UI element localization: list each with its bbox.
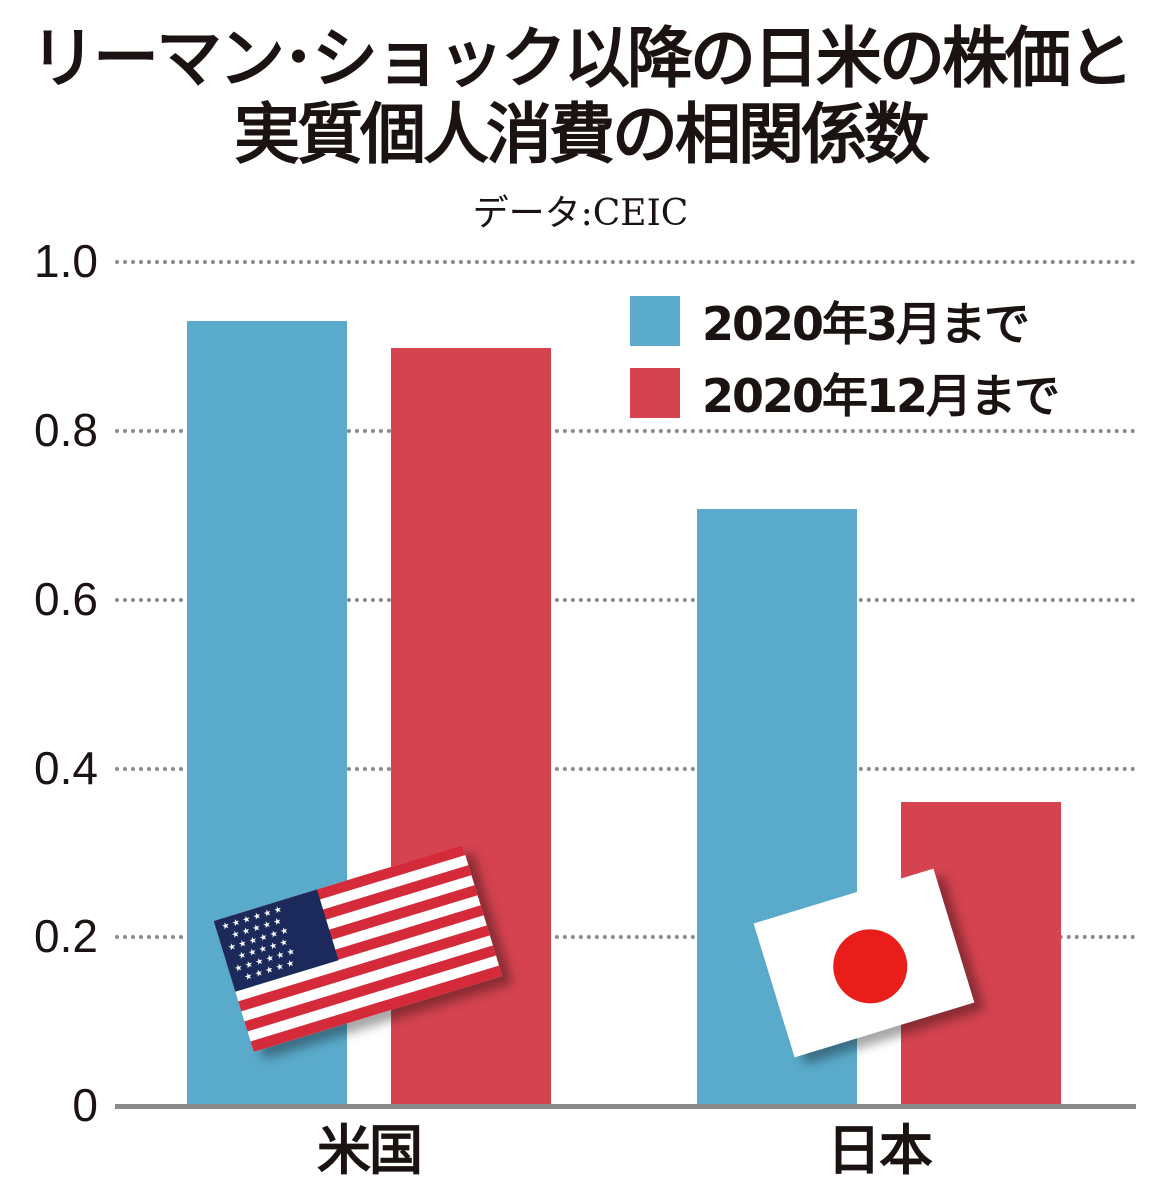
us-flag-icon: ★ ★ ★ ★ ★ ★ ★ ★ ★ ★ ★ ★ ★ ★ ★ ★ ★ ★ ★ ★ …: [213, 844, 503, 1053]
gridline: [115, 935, 1136, 939]
hinomaru-disc: [824, 920, 917, 1013]
legend: 2020年3月まで 2020年12月まで: [630, 292, 1060, 436]
gridline: [115, 598, 1136, 602]
chart-title-line-1: リーマン･ショック以降の日米の株価と: [30, 20, 1134, 97]
legend-item-march: 2020年3月まで: [630, 292, 1058, 351]
gridline: [115, 260, 1136, 264]
x-label-japan: 日本: [827, 1119, 933, 1182]
x-label-us: 米国: [317, 1119, 423, 1182]
y-tick-label: 0: [72, 1079, 98, 1131]
legend-swatch-red: [630, 368, 680, 418]
legend-label: 2020年12月まで: [702, 369, 1060, 423]
legend-swatch-blue: [630, 296, 680, 346]
y-tick-label: 0.2: [34, 910, 98, 962]
y-tick-label: 0.8: [34, 404, 98, 456]
y-tick-label: 0.4: [34, 742, 98, 794]
legend-item-december: 2020年12月まで: [630, 364, 1060, 423]
legend-label: 2020年3月まで: [702, 297, 1030, 351]
y-tick-label: 0.6: [34, 573, 98, 625]
gridline: [115, 429, 1136, 433]
y-tick-label: 1.0: [34, 235, 98, 287]
data-source: データ:CEIC: [472, 193, 689, 234]
gridline: [115, 767, 1136, 771]
x-axis-baseline: [115, 1104, 1136, 1109]
chart-title-line-2: 実質個人消費の相関係数: [234, 96, 930, 173]
